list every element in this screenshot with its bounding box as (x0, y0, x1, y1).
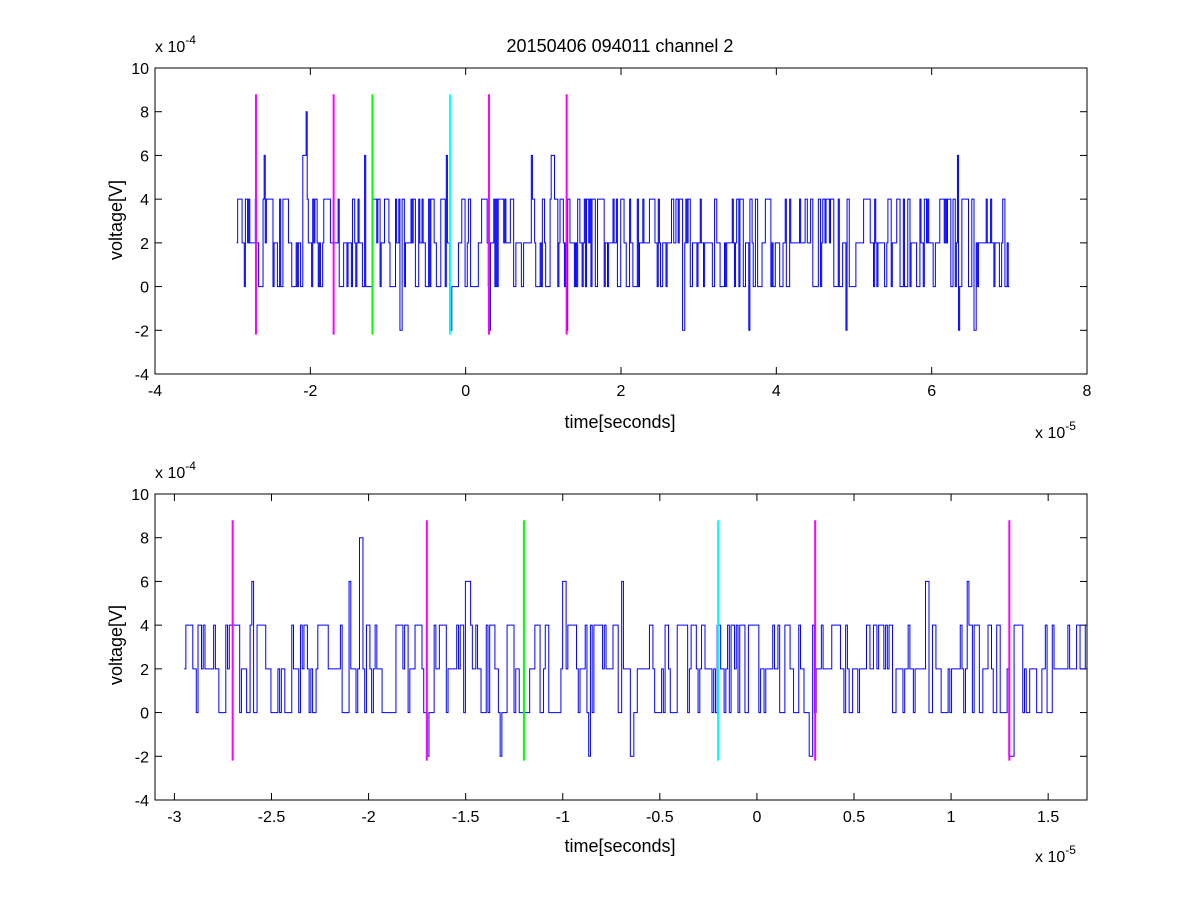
y-tick-label: 4 (140, 192, 149, 209)
x-tick-label: -1 (556, 809, 570, 826)
y-tick-label: -4 (135, 793, 149, 810)
y-tick-label: 10 (131, 487, 149, 504)
x-tick-label: 2 (617, 383, 626, 400)
signal-trace (184, 537, 1087, 757)
top-subplot: 20150406 094011 channel 2 -4 -2 0 2 4 6 8 -4 -2 0… (106, 33, 1092, 442)
x-tick-label: 1 (947, 809, 956, 826)
x-tick-label: 0 (752, 809, 761, 826)
y-tick-label: -4 (135, 367, 149, 384)
y-tick-label: 4 (140, 618, 149, 635)
x-tick-label: 0.5 (843, 809, 865, 826)
y-tick-label: 2 (140, 236, 149, 253)
bottom-y-axis-label: voltage[V] (106, 605, 126, 685)
chart-title: 20150406 094011 channel 2 (507, 36, 734, 56)
x-tick-label: 8 (1083, 383, 1092, 400)
y-tick-label: 8 (140, 105, 149, 122)
x-tick-label: -2.5 (258, 809, 286, 826)
bottom-plot-area: -3 -2.5 -2 -1.5 -1 -0.5 0 0.5 1 1.5 -4 -2 0 2 4 6 8 10 (131, 487, 1088, 826)
x-tick-label: -2 (361, 809, 375, 826)
x-tick-label: -1.5 (452, 809, 480, 826)
x-tick-label: -4 (148, 383, 162, 400)
y-tick-label: 0 (140, 280, 149, 297)
top-x-multiplier: x 10-5 (1035, 419, 1076, 442)
y-tick-label: 6 (140, 574, 149, 591)
axes-box (154, 493, 1088, 801)
y-tick-label: 0 (140, 706, 149, 723)
bottom-y-multiplier: x 10-4 (155, 459, 196, 482)
bottom-x-axis-label: time[seconds] (564, 836, 675, 856)
x-tick-label: -3 (167, 809, 181, 826)
x-tick-label: 0 (461, 383, 470, 400)
top-y-multiplier: x 10-4 (155, 33, 196, 56)
x-tick-label: 4 (772, 383, 781, 400)
y-tick-label: 10 (131, 61, 149, 78)
top-plot-area: -4 -2 0 2 4 6 8 -4 -2 0 2 4 6 8 10 (131, 61, 1091, 400)
x-tick-label: 6 (927, 383, 936, 400)
y-tick-label: 6 (140, 148, 149, 165)
y-tick-label: -2 (135, 323, 149, 340)
top-y-axis-label: voltage[V] (106, 180, 126, 260)
bottom-x-multiplier: x 10-5 (1035, 843, 1076, 866)
bottom-subplot: -3 -2.5 -2 -1.5 -1 -0.5 0 0.5 1 1.5 -4 -2 0 2 4 6 8 10 ti… (106, 459, 1088, 866)
y-tick-label: 2 (140, 662, 149, 679)
x-tick-label: -0.5 (646, 809, 674, 826)
x-tick-label: 1.5 (1037, 809, 1059, 826)
signal-trace (236, 111, 1010, 331)
y-tick-label: -2 (135, 749, 149, 766)
y-tick-label: 8 (140, 531, 149, 548)
x-tick-label: -2 (303, 383, 317, 400)
top-x-axis-label: time[seconds] (564, 412, 675, 432)
